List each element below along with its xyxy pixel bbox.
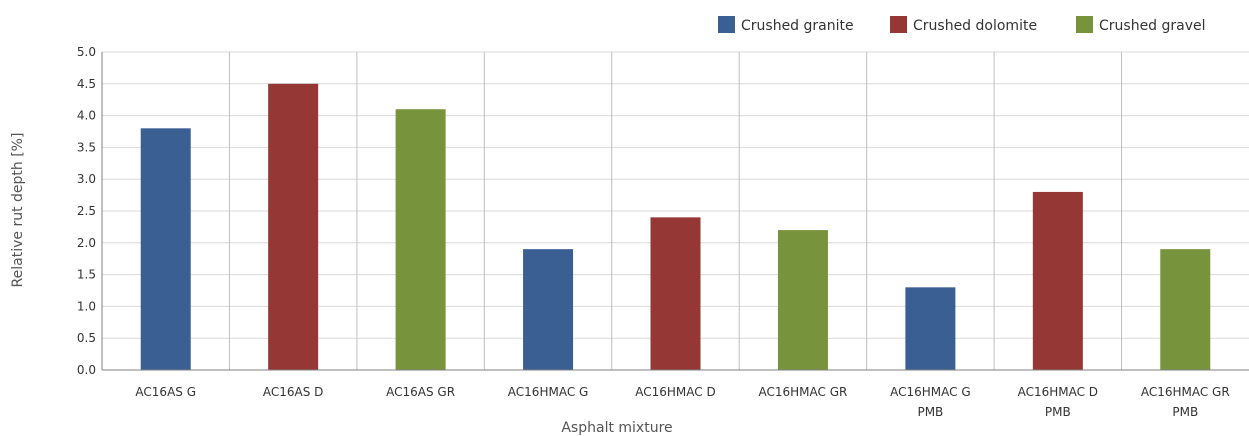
x-category-label: AC16HMAC G PMB: [890, 385, 971, 419]
legend-swatch: [890, 16, 907, 33]
y-tick-label: 4.5: [77, 77, 96, 91]
legend: Crushed granite Crushed dolomite Crushed g…: [718, 16, 1206, 34]
category-separators: [228, 52, 1123, 370]
legend-swatch: [718, 16, 735, 33]
bar: [523, 249, 574, 370]
bar: [905, 287, 956, 370]
y-tick-label: 5.0: [77, 45, 96, 59]
y-tick-label: 2.5: [77, 204, 96, 218]
x-category-label: AC16HMAC D: [635, 385, 715, 399]
bar: [1160, 249, 1211, 370]
x-axis-title: Asphalt mixture: [561, 420, 672, 436]
y-tick-label: 2.0: [77, 236, 96, 250]
x-category-label: AC16HMAC GR PMB: [1141, 385, 1230, 419]
bar: [395, 109, 446, 371]
x-category-label-line: AC16HMAC D: [1018, 385, 1098, 399]
x-category-label-line: AC16HMAC G: [890, 385, 971, 399]
bar: [777, 230, 828, 370]
x-category-label: AC16AS GR: [386, 385, 455, 399]
legend-label: Crushed dolomite: [913, 18, 1037, 34]
bar: [650, 217, 701, 370]
legend-swatch: [1076, 16, 1093, 33]
y-tick-label: 0.0: [77, 363, 96, 377]
x-category-label-line: PMB: [1045, 405, 1071, 419]
x-category-label-line: PMB: [1172, 405, 1198, 419]
x-category-label-line: AC16HMAC GR: [1141, 385, 1230, 399]
x-category-label-line: AC16HMAC G: [508, 385, 589, 399]
y-tick-label: 3.0: [77, 172, 96, 186]
y-tick-label: 1.5: [77, 268, 96, 282]
x-category-label-line: AC16AS G: [135, 385, 196, 399]
bars: [140, 83, 1211, 371]
x-category-label-line: PMB: [917, 405, 943, 419]
x-category-label: AC16HMAC D PMB: [1018, 385, 1098, 419]
x-category-label: AC16HMAC GR: [759, 385, 848, 399]
bar: [1032, 191, 1083, 370]
x-category-label: AC16HMAC G: [508, 385, 589, 399]
y-tick-label: 3.5: [77, 140, 96, 154]
bar: [268, 83, 319, 371]
legend-label: Crushed gravel: [1099, 18, 1206, 34]
axes: [101, 52, 1249, 371]
y-tick-label: 1.0: [77, 299, 96, 313]
x-category-label-line: AC16AS GR: [386, 385, 455, 399]
bar: [140, 128, 191, 370]
y-tick-label: 0.5: [77, 331, 96, 345]
x-category-label-line: AC16HMAC D: [635, 385, 715, 399]
legend-label: Crushed granite: [741, 18, 854, 34]
x-category-label-line: AC16HMAC GR: [759, 385, 848, 399]
x-category-label-line: AC16AS D: [263, 385, 324, 399]
y-axis-title: Relative rut depth [%]: [10, 133, 26, 288]
x-category-labels: AC16AS G AC16AS D AC16AS GR AC16HMAC G AC16H…: [135, 385, 1229, 419]
y-tick-labels: 0.0 0.5 1.0 1.5 2.0 2.5 3.0 3.5 4.0 4.5 5.0: [77, 45, 96, 377]
x-category-label: AC16AS D: [263, 385, 324, 399]
x-category-label: AC16AS G: [135, 385, 196, 399]
y-tick-label: 4.0: [77, 109, 96, 123]
